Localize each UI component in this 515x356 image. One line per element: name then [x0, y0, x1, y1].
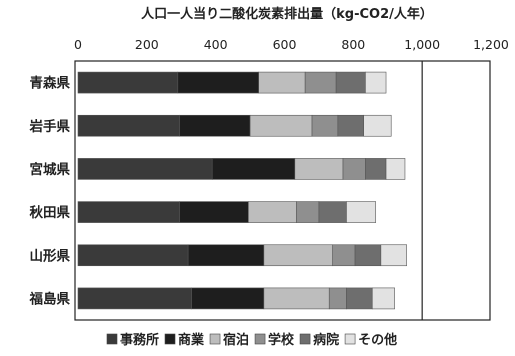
bar-segment-1-1 — [77, 71, 179, 94]
legend-label: 宿泊 — [223, 332, 249, 348]
bar-segment-2-4 — [311, 114, 339, 137]
legend-swatch — [209, 333, 221, 345]
legend-swatch — [344, 333, 356, 345]
legend-label: 学校 — [268, 332, 295, 348]
category-label: 青森県 — [30, 75, 71, 92]
bar-segment-4-2 — [179, 201, 249, 223]
bar-segment-3-3 — [294, 158, 344, 180]
legend-label: 病院 — [313, 332, 339, 348]
x-tick-label: 0 — [74, 37, 82, 52]
x-tick-label: 400 — [204, 37, 228, 52]
bar-segment-5-4 — [332, 244, 356, 267]
bar-segment-3-6 — [385, 158, 406, 180]
x-tick-label: 800 — [341, 37, 365, 52]
bar-segment-2-3 — [249, 114, 313, 137]
bar-segment-3-1 — [77, 158, 213, 180]
category-label: 秋田県 — [30, 204, 71, 221]
x-tick-label: 600 — [273, 37, 297, 52]
bar-segment-6-1 — [77, 287, 192, 310]
legend-label: その他 — [358, 332, 397, 348]
x-tick-label: 200 — [135, 37, 159, 52]
bar-segment-6-5 — [346, 287, 373, 310]
bar-segment-2-1 — [77, 114, 180, 137]
legend-swatch — [164, 333, 176, 345]
bar-segment-4-6 — [346, 201, 377, 223]
x-tick-label: 1,200 — [473, 37, 509, 52]
bar-segment-5-5 — [354, 244, 382, 267]
bar-segment-4-3 — [248, 201, 297, 223]
category-label: 宮城県 — [30, 161, 71, 178]
bar-segment-1-4 — [304, 71, 337, 94]
bar-segment-3-2 — [211, 158, 296, 180]
bar-segment-2-5 — [337, 114, 364, 137]
bar-segment-5-6 — [380, 244, 407, 267]
bar-segment-4-1 — [77, 201, 180, 223]
x-tick-label: 1,000 — [404, 37, 440, 52]
bar-segment-2-2 — [179, 114, 251, 137]
bar-segment-3-5 — [365, 158, 387, 180]
bar-segment-2-6 — [363, 114, 392, 137]
bar-segment-1-3 — [258, 71, 306, 94]
legend-label: 事務所 — [120, 332, 159, 348]
legend-swatch — [106, 333, 118, 345]
bar-segment-1-5 — [335, 71, 366, 94]
legend-label: 商業 — [178, 332, 205, 348]
x-axis-ticks: 0 200 400 600 800 1,000 1,200 — [74, 37, 509, 52]
bar-segment-5-1 — [77, 244, 189, 267]
bar-segment-5-3 — [263, 244, 333, 267]
chart-title: 人口一人当り二酸化炭素排出量（kg-CO2/人年） — [141, 6, 433, 22]
plot-frame — [74, 60, 491, 321]
bar-segment-4-4 — [296, 201, 320, 223]
category-label: 山形県 — [30, 248, 71, 264]
bar-segment-6-6 — [371, 287, 395, 310]
plot-area — [74, 60, 491, 321]
bar-segment-3-4 — [342, 158, 366, 180]
bar-segment-1-2 — [177, 71, 259, 94]
bar-segment-6-4 — [328, 287, 347, 310]
bar-segment-6-3 — [263, 287, 330, 310]
category-label: 福島県 — [29, 290, 71, 307]
category-label: 岩手県 — [29, 118, 71, 135]
legend: 事務所 商業 宿泊 学校 病院 その他 — [106, 332, 397, 348]
bar-segment-5-2 — [187, 244, 265, 267]
bar-segment-6-2 — [191, 287, 265, 310]
legend-swatch — [254, 333, 266, 345]
bar-segment-1-6 — [365, 71, 387, 94]
legend-swatch — [299, 333, 311, 345]
bar-segment-4-5 — [318, 201, 347, 223]
